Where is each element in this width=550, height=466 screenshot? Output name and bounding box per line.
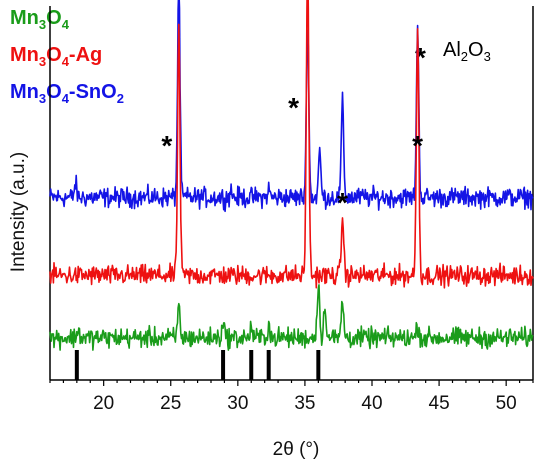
x-tick-label: 25: [160, 393, 181, 414]
annotation-al2o3: Al2O3: [443, 39, 491, 64]
legend-entry-mn3o4-ag: Mn3O4-Ag: [10, 44, 102, 69]
peak-star-marker: *: [337, 187, 348, 218]
x-tick-label: 45: [429, 393, 450, 414]
x-axis-label: 2θ (°): [273, 439, 320, 460]
series-line-0: [49, 0, 534, 213]
y-axis-label: Intensity (a.u.): [8, 152, 29, 272]
x-tick-label: 35: [294, 393, 315, 414]
x-tick-label: 20: [93, 393, 114, 414]
legend-entry-mn3o4: Mn3O4: [10, 7, 70, 32]
legend-entry-mn3o4-sno2: Mn3O4-SnO2: [10, 81, 124, 106]
series-line-1: [49, 0, 534, 289]
peak-star-marker: *: [412, 130, 423, 161]
x-tick-label: 50: [496, 393, 517, 414]
annotation-star: *: [415, 42, 426, 73]
peak-star-marker: *: [161, 130, 172, 161]
series-line-2: [49, 284, 534, 351]
x-tick-label: 40: [361, 393, 382, 414]
peak-star-marker: *: [288, 92, 299, 123]
x-tick-label: 30: [227, 393, 248, 414]
plot-area: 20 25 30 35 40 45 50 * * * *: [49, 0, 534, 414]
